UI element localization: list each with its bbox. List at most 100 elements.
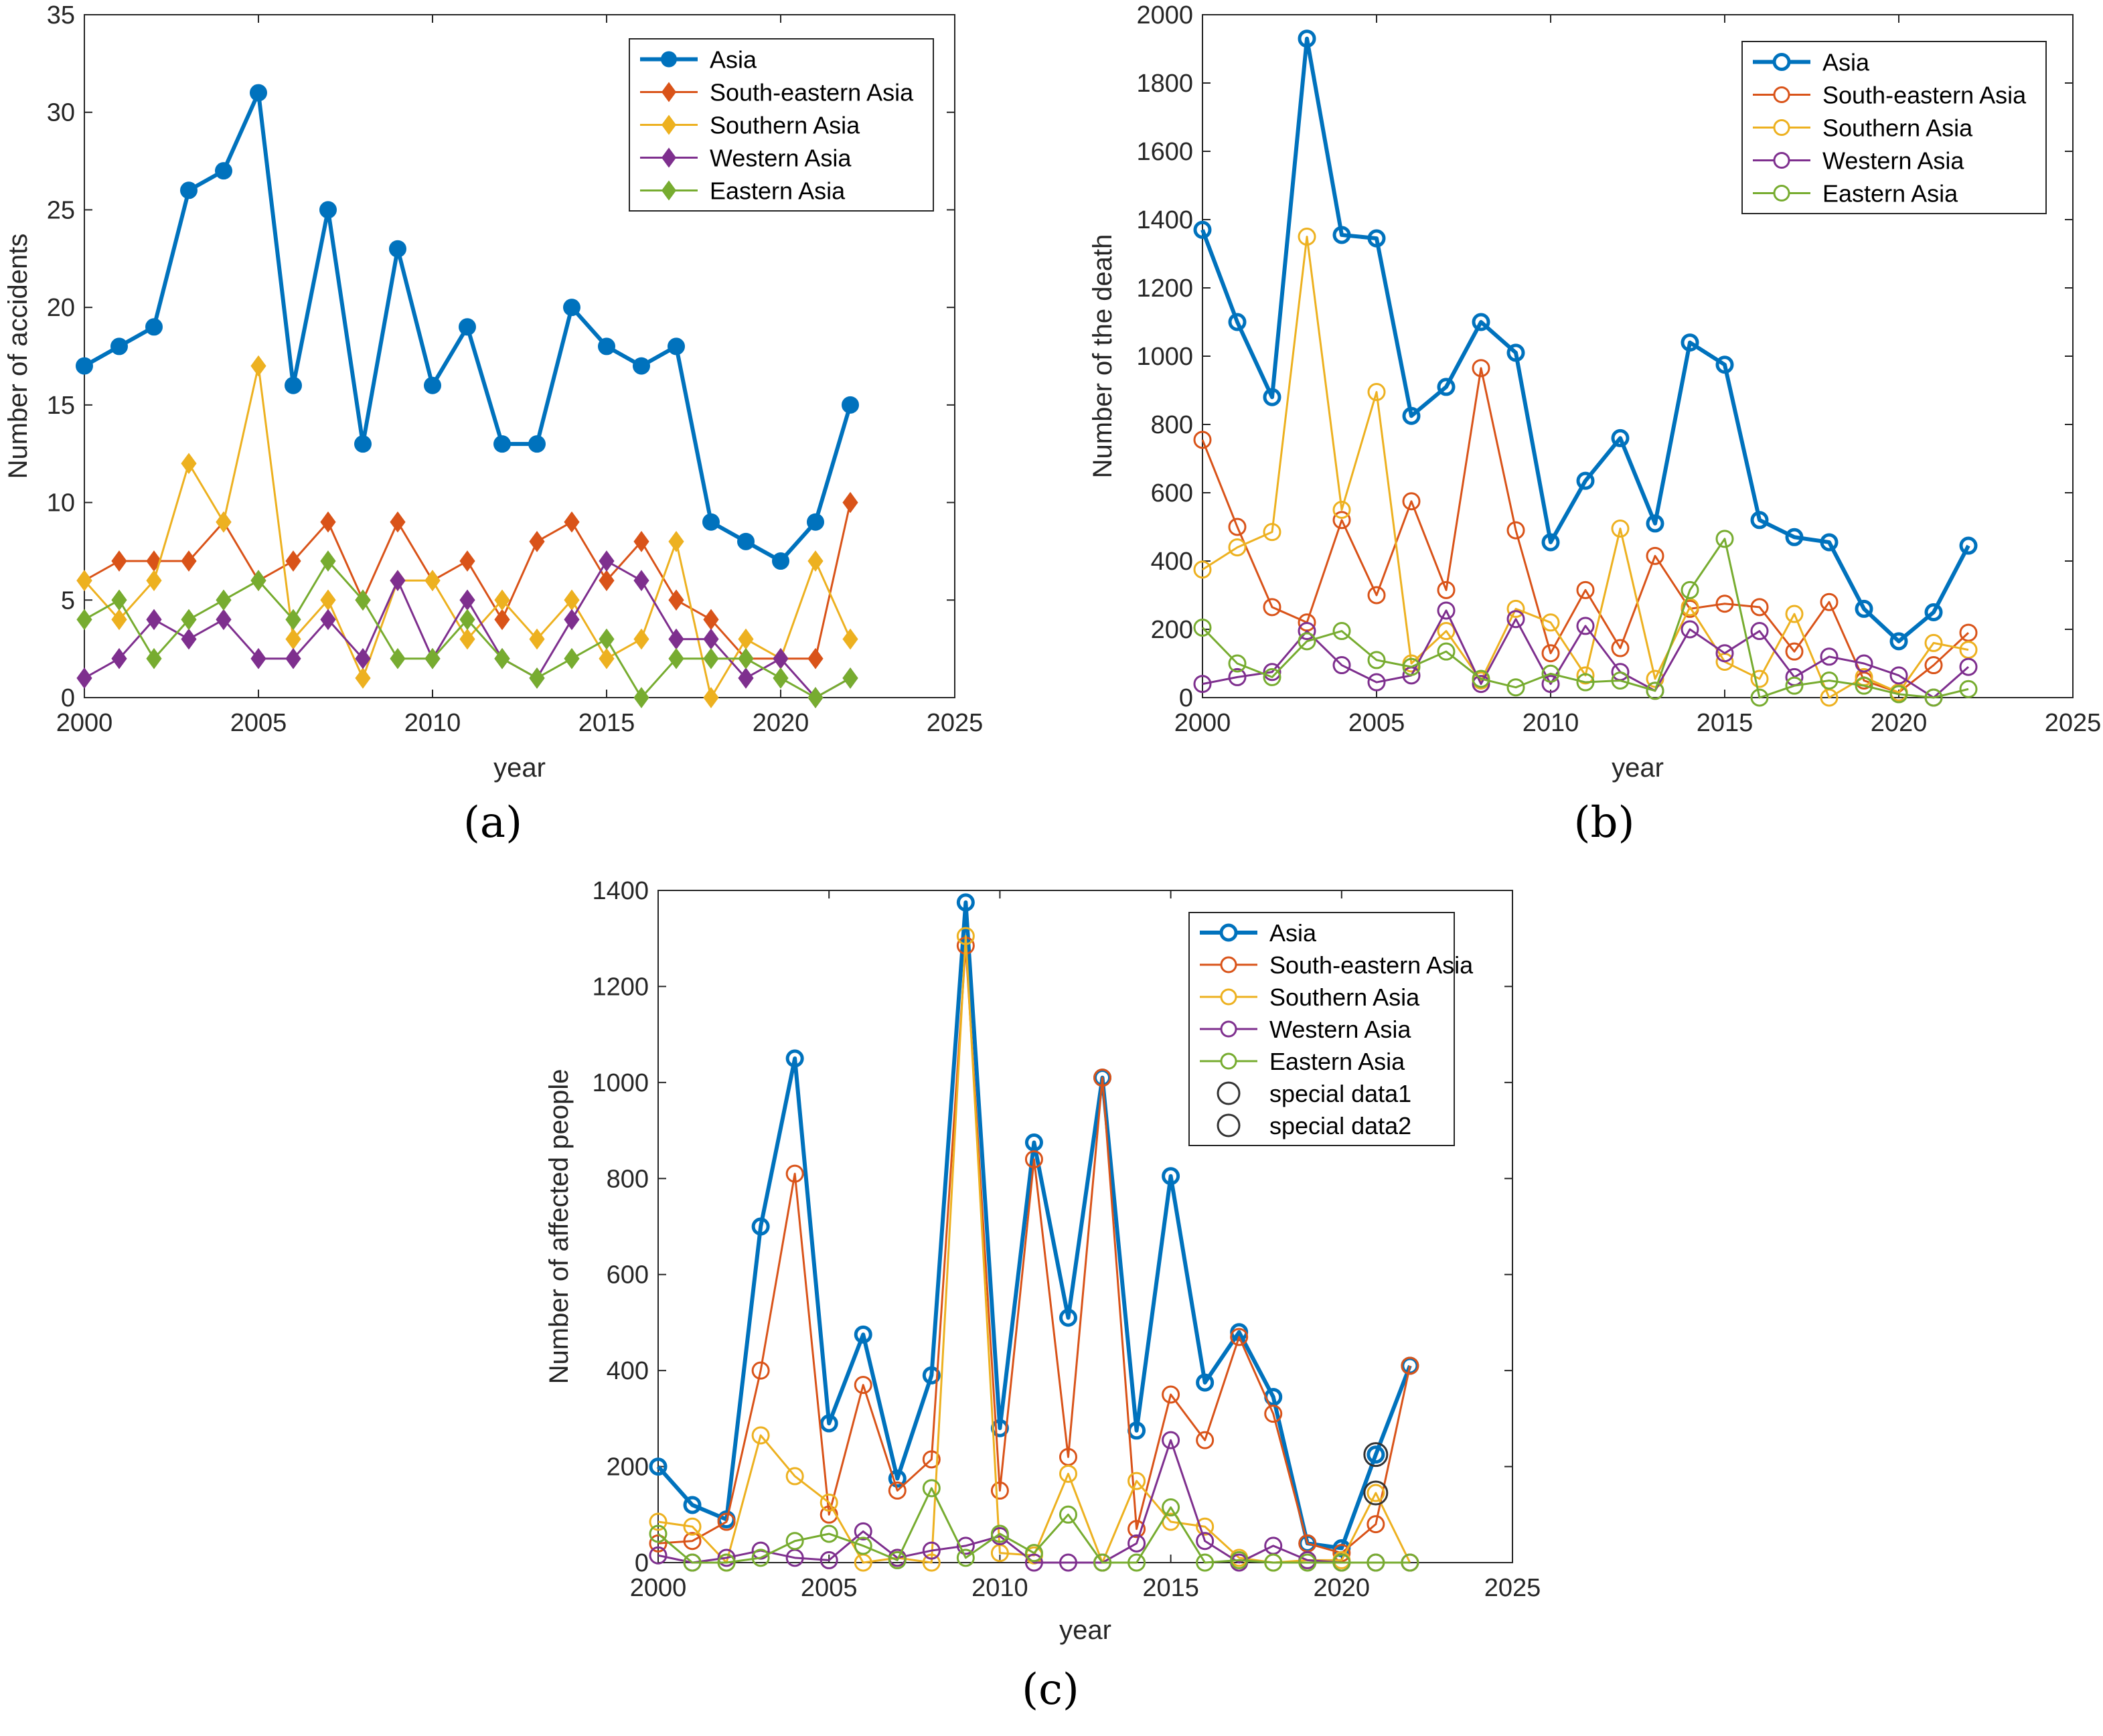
- data-point: [633, 687, 649, 708]
- data-point: [1298, 1553, 1317, 1572]
- series-southern: [76, 355, 858, 708]
- data-point: [1162, 1431, 1180, 1449]
- data-point: [990, 1524, 1009, 1543]
- data-point: [1506, 521, 1525, 540]
- data-point: [990, 1481, 1009, 1500]
- y-tick-label: 200: [1151, 616, 1193, 644]
- legend-marker: [661, 147, 676, 168]
- data-point: [1263, 388, 1281, 406]
- data-point: [1263, 523, 1281, 542]
- legend-marker: [661, 51, 677, 68]
- data-point: [529, 531, 545, 552]
- legend-item: South-eastern Asia: [1753, 82, 2027, 109]
- data-point: [738, 667, 754, 689]
- data-point: [1196, 1553, 1215, 1572]
- legend-marker: [1220, 956, 1237, 973]
- data-point: [76, 570, 92, 591]
- legend-label: Southern Asia: [710, 112, 860, 139]
- data-point: [1228, 538, 1247, 557]
- data-point: [820, 1551, 838, 1569]
- data-point: [703, 647, 719, 669]
- data-point: [1611, 520, 1630, 538]
- data-point: [1785, 605, 1804, 623]
- legend-label: Eastern Asia: [710, 177, 846, 205]
- data-point: [1924, 633, 1943, 652]
- data-point: [250, 647, 266, 669]
- data-point: [1785, 642, 1804, 661]
- data-point: [1162, 1498, 1180, 1517]
- data-point: [1820, 672, 1839, 690]
- data-point: [668, 531, 684, 552]
- series-line: [1201, 367, 1970, 694]
- data-point: [355, 667, 371, 689]
- data-point: [1576, 617, 1595, 635]
- series-south_eastern: [649, 936, 1419, 1563]
- data-point: [355, 647, 371, 669]
- data-point: [773, 667, 789, 689]
- data-point: [1750, 669, 1769, 688]
- y-tick-label: 800: [1151, 411, 1193, 439]
- data-point: [785, 1164, 804, 1183]
- data-point: [668, 589, 684, 611]
- data-point: [922, 1450, 941, 1469]
- legend-marker: [661, 180, 676, 201]
- data-point: [842, 628, 858, 650]
- legend-marker: [1773, 86, 1790, 103]
- legend-label: special data2: [1269, 1112, 1411, 1139]
- data-point: [1715, 530, 1734, 548]
- series-line: [656, 900, 1412, 1551]
- data-point: [854, 1522, 872, 1541]
- data-point: [1332, 1553, 1351, 1572]
- x-tick-label: 2010: [1523, 709, 1579, 737]
- legend-label: Western Asia: [710, 145, 852, 172]
- x-tick-label: 2005: [230, 709, 287, 737]
- data-point: [842, 396, 859, 414]
- data-point: [494, 647, 510, 669]
- data-point: [216, 589, 232, 611]
- legend-item: Asia: [1200, 919, 1317, 947]
- data-point: [751, 1217, 770, 1236]
- legend-marker: [1773, 119, 1790, 136]
- data-point: [528, 435, 546, 453]
- legend-label: Asia: [710, 46, 757, 74]
- y-tick-label: 15: [47, 392, 75, 420]
- data-point: [649, 1512, 668, 1531]
- data-point: [599, 628, 615, 650]
- data-point: [807, 550, 824, 572]
- data-point: [717, 1553, 736, 1572]
- data-point: [1472, 359, 1490, 378]
- data-point: [285, 647, 301, 669]
- data-point: [459, 609, 475, 631]
- data-point: [1715, 356, 1734, 374]
- legend-label: Asia: [1269, 919, 1317, 947]
- data-point: [738, 647, 754, 669]
- data-point: [1264, 1553, 1283, 1572]
- x-axis-label: year: [1059, 1615, 1111, 1645]
- legend: Asia South-eastern Asia Southern Asia Weste…: [1741, 41, 2047, 214]
- data-point: [320, 550, 336, 572]
- data-point: [319, 201, 337, 219]
- data-point: [1855, 599, 1873, 618]
- data-point: [76, 667, 92, 689]
- x-tick-label: 2020: [1314, 1574, 1371, 1602]
- data-point: [1263, 598, 1281, 617]
- legend-marker: [661, 82, 676, 102]
- data-point: [1646, 682, 1664, 700]
- data-point: [1127, 1520, 1146, 1538]
- data-point: [1506, 343, 1525, 362]
- y-tick-label: 1600: [1136, 138, 1193, 166]
- data-point: [1263, 663, 1281, 682]
- data-point: [181, 628, 197, 650]
- data-point: [785, 1532, 804, 1551]
- data-point: [1367, 1553, 1385, 1572]
- data-point: [1298, 29, 1316, 48]
- data-point: [956, 1549, 975, 1567]
- data-point: [1367, 651, 1386, 669]
- data-point: [285, 609, 301, 631]
- data-point: [1193, 220, 1212, 239]
- series-line: [1200, 36, 1970, 643]
- data-point: [1367, 1484, 1385, 1502]
- data-point: [1646, 514, 1664, 533]
- data-point: [1855, 676, 1873, 695]
